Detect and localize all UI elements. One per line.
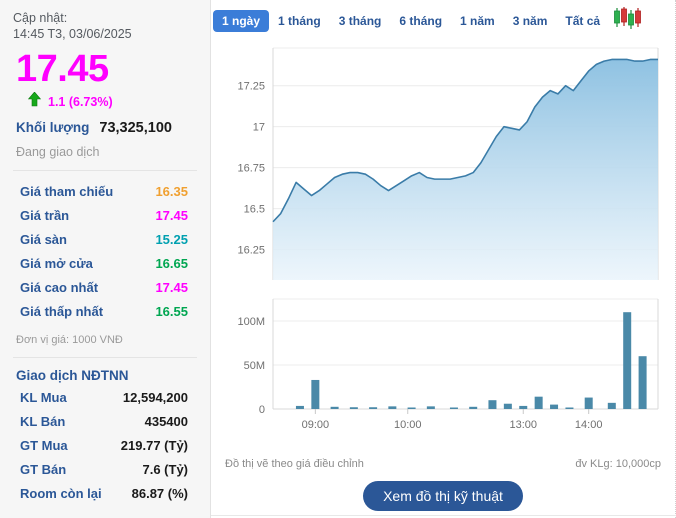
price-unit-note: Đơn vị giá: 1000 VNĐ <box>16 334 123 346</box>
price-row-label: Giá mở cửa <box>20 256 93 271</box>
foreign-row-label: Room còn lại <box>20 486 102 501</box>
foreign-row: GT Mua 219.77 (Tỷ) <box>0 434 210 458</box>
svg-text:17: 17 <box>253 122 265 134</box>
time-range-tabs: 1 ngày 1 tháng 3 tháng 6 tháng 1 năm 3 năm Tất… <box>211 0 675 34</box>
svg-text:16.25: 16.25 <box>237 245 265 257</box>
foreign-trading-table: KL Mua 12,594,200 KL Bán 435400 GT Mua 219.77… <box>0 386 210 506</box>
chart-footnotes: Đồ thị vẽ theo giá điều chỉnh đv KLg: 10… <box>211 454 675 470</box>
candlestick-chart-icon[interactable] <box>613 7 643 34</box>
price-row: Giá tham chiếu 16.35 <box>0 180 210 204</box>
price-change-text: 1.1 (6.73%) <box>48 95 113 109</box>
foreign-row: GT Bán 7.6 (Tỷ) <box>0 458 210 482</box>
price-row-value: 16.55 <box>155 304 188 319</box>
price-row-label: Giá cao nhất <box>20 280 99 295</box>
price-row-value: 15.25 <box>155 232 188 247</box>
view-technical-chart-button[interactable]: Xem đồ thị kỹ thuật <box>363 481 523 511</box>
price-row: Giá sàn 15.25 <box>0 228 210 252</box>
svg-text:16.75: 16.75 <box>237 163 265 175</box>
price-row-value: 16.65 <box>155 256 188 271</box>
foreign-row: KL Mua 12,594,200 <box>0 386 210 410</box>
svg-text:14:00: 14:00 <box>575 419 603 431</box>
update-label: Cập nhật: <box>13 11 68 25</box>
foreign-row-label: GT Mua <box>20 438 68 453</box>
price-row-label: Giá trần <box>20 208 70 223</box>
tab-6[interactable]: Tất cả <box>565 13 601 28</box>
volume-unit-note: đv KLg: 10,000cp <box>575 458 661 470</box>
foreign-row-value: 435400 <box>144 414 188 429</box>
chart-panel: 1 ngày 1 tháng 3 tháng 6 tháng 1 năm 3 năm Tất… <box>211 0 676 518</box>
price-area-chart[interactable]: 16.25 16.5 16.75 17 17.25 <box>211 34 676 284</box>
foreign-row-value: 86.87 (%) <box>131 486 188 501</box>
svg-text:100M: 100M <box>237 316 265 328</box>
price-row: Giá mở cửa 16.65 <box>0 252 210 276</box>
bottom-divider <box>211 515 676 516</box>
price-row-value: 16.35 <box>155 184 188 199</box>
update-block: Cập nhật: 14:45 T3, 03/06/2025 <box>0 0 210 42</box>
svg-text:50M: 50M <box>244 360 265 372</box>
tab-4[interactable]: 1 năm <box>460 13 495 28</box>
divider-top <box>13 170 197 171</box>
svg-text:16.5: 16.5 <box>244 204 265 216</box>
divider-foreign <box>13 357 197 358</box>
svg-text:10:00: 10:00 <box>394 419 422 431</box>
price-row-label: Giá sàn <box>20 232 67 247</box>
price-change-row: 1.1 (6.73%) <box>0 90 210 112</box>
arrow-up-icon <box>27 91 42 112</box>
charts-container: 16.25 16.5 16.75 17 17.25 0 50M 100M 09:00 10:00… <box>211 34 676 454</box>
foreign-row-label: KL Mua <box>20 390 67 405</box>
tab-0[interactable]: 1 ngày <box>213 9 270 32</box>
foreign-row-value: 7.6 (Tỷ) <box>142 462 188 477</box>
update-time: 14:45 T3, 03/06/2025 <box>13 27 132 41</box>
foreign-trading-title: Giao dịch NĐTNN <box>16 368 129 383</box>
price-detail-table: Giá tham chiếu 16.35 Giá trần 17.45 Giá sàn 1… <box>0 171 210 324</box>
stock-summary-sidebar: Cập nhật: 14:45 T3, 03/06/2025 17.45 1.1… <box>0 0 211 518</box>
technical-chart-button-wrap: Xem đồ thị kỹ thuật <box>211 470 675 511</box>
foreign-row-value: 12,594,200 <box>122 390 188 405</box>
current-price: 17.45 <box>16 48 109 90</box>
svg-text:13:00: 13:00 <box>509 419 537 431</box>
trading-status: Đang giao dịch <box>16 145 100 159</box>
price-row-label: Giá thấp nhất <box>20 304 104 319</box>
svg-text:09:00: 09:00 <box>302 419 330 431</box>
tab-3[interactable]: 6 tháng <box>399 13 443 28</box>
svg-text:17.25: 17.25 <box>237 81 265 93</box>
price-row: Giá cao nhất 17.45 <box>0 276 210 300</box>
tab-1[interactable]: 1 tháng <box>278 13 321 28</box>
tab-5[interactable]: 3 năm <box>512 13 548 28</box>
volume-label: Khối lượng <box>16 120 90 135</box>
price-row-value: 17.45 <box>155 208 188 223</box>
volume-value: 73,325,100 <box>99 120 172 136</box>
volume-bar-chart[interactable]: 0 50M 100M 09:00 10:00 13:00 14:00 <box>211 289 676 449</box>
volume-row: Khối lượng 73,325,100 <box>0 112 210 136</box>
price-row: Giá trần 17.45 <box>0 204 210 228</box>
tab-2[interactable]: 3 tháng <box>338 13 382 28</box>
price-row: Giá thấp nhất 16.55 <box>0 300 210 324</box>
foreign-row-label: GT Bán <box>20 462 67 477</box>
foreign-row: Room còn lại 86.87 (%) <box>0 482 210 506</box>
adjusted-price-note: Đồ thị vẽ theo giá điều chỉnh <box>225 458 364 470</box>
foreign-row-value: 219.77 (Tỷ) <box>120 438 188 453</box>
price-row-value: 17.45 <box>155 280 188 295</box>
price-row-label: Giá tham chiếu <box>20 184 114 199</box>
foreign-row: KL Bán 435400 <box>0 410 210 434</box>
foreign-row-label: KL Bán <box>20 414 66 429</box>
svg-text:0: 0 <box>259 404 265 416</box>
